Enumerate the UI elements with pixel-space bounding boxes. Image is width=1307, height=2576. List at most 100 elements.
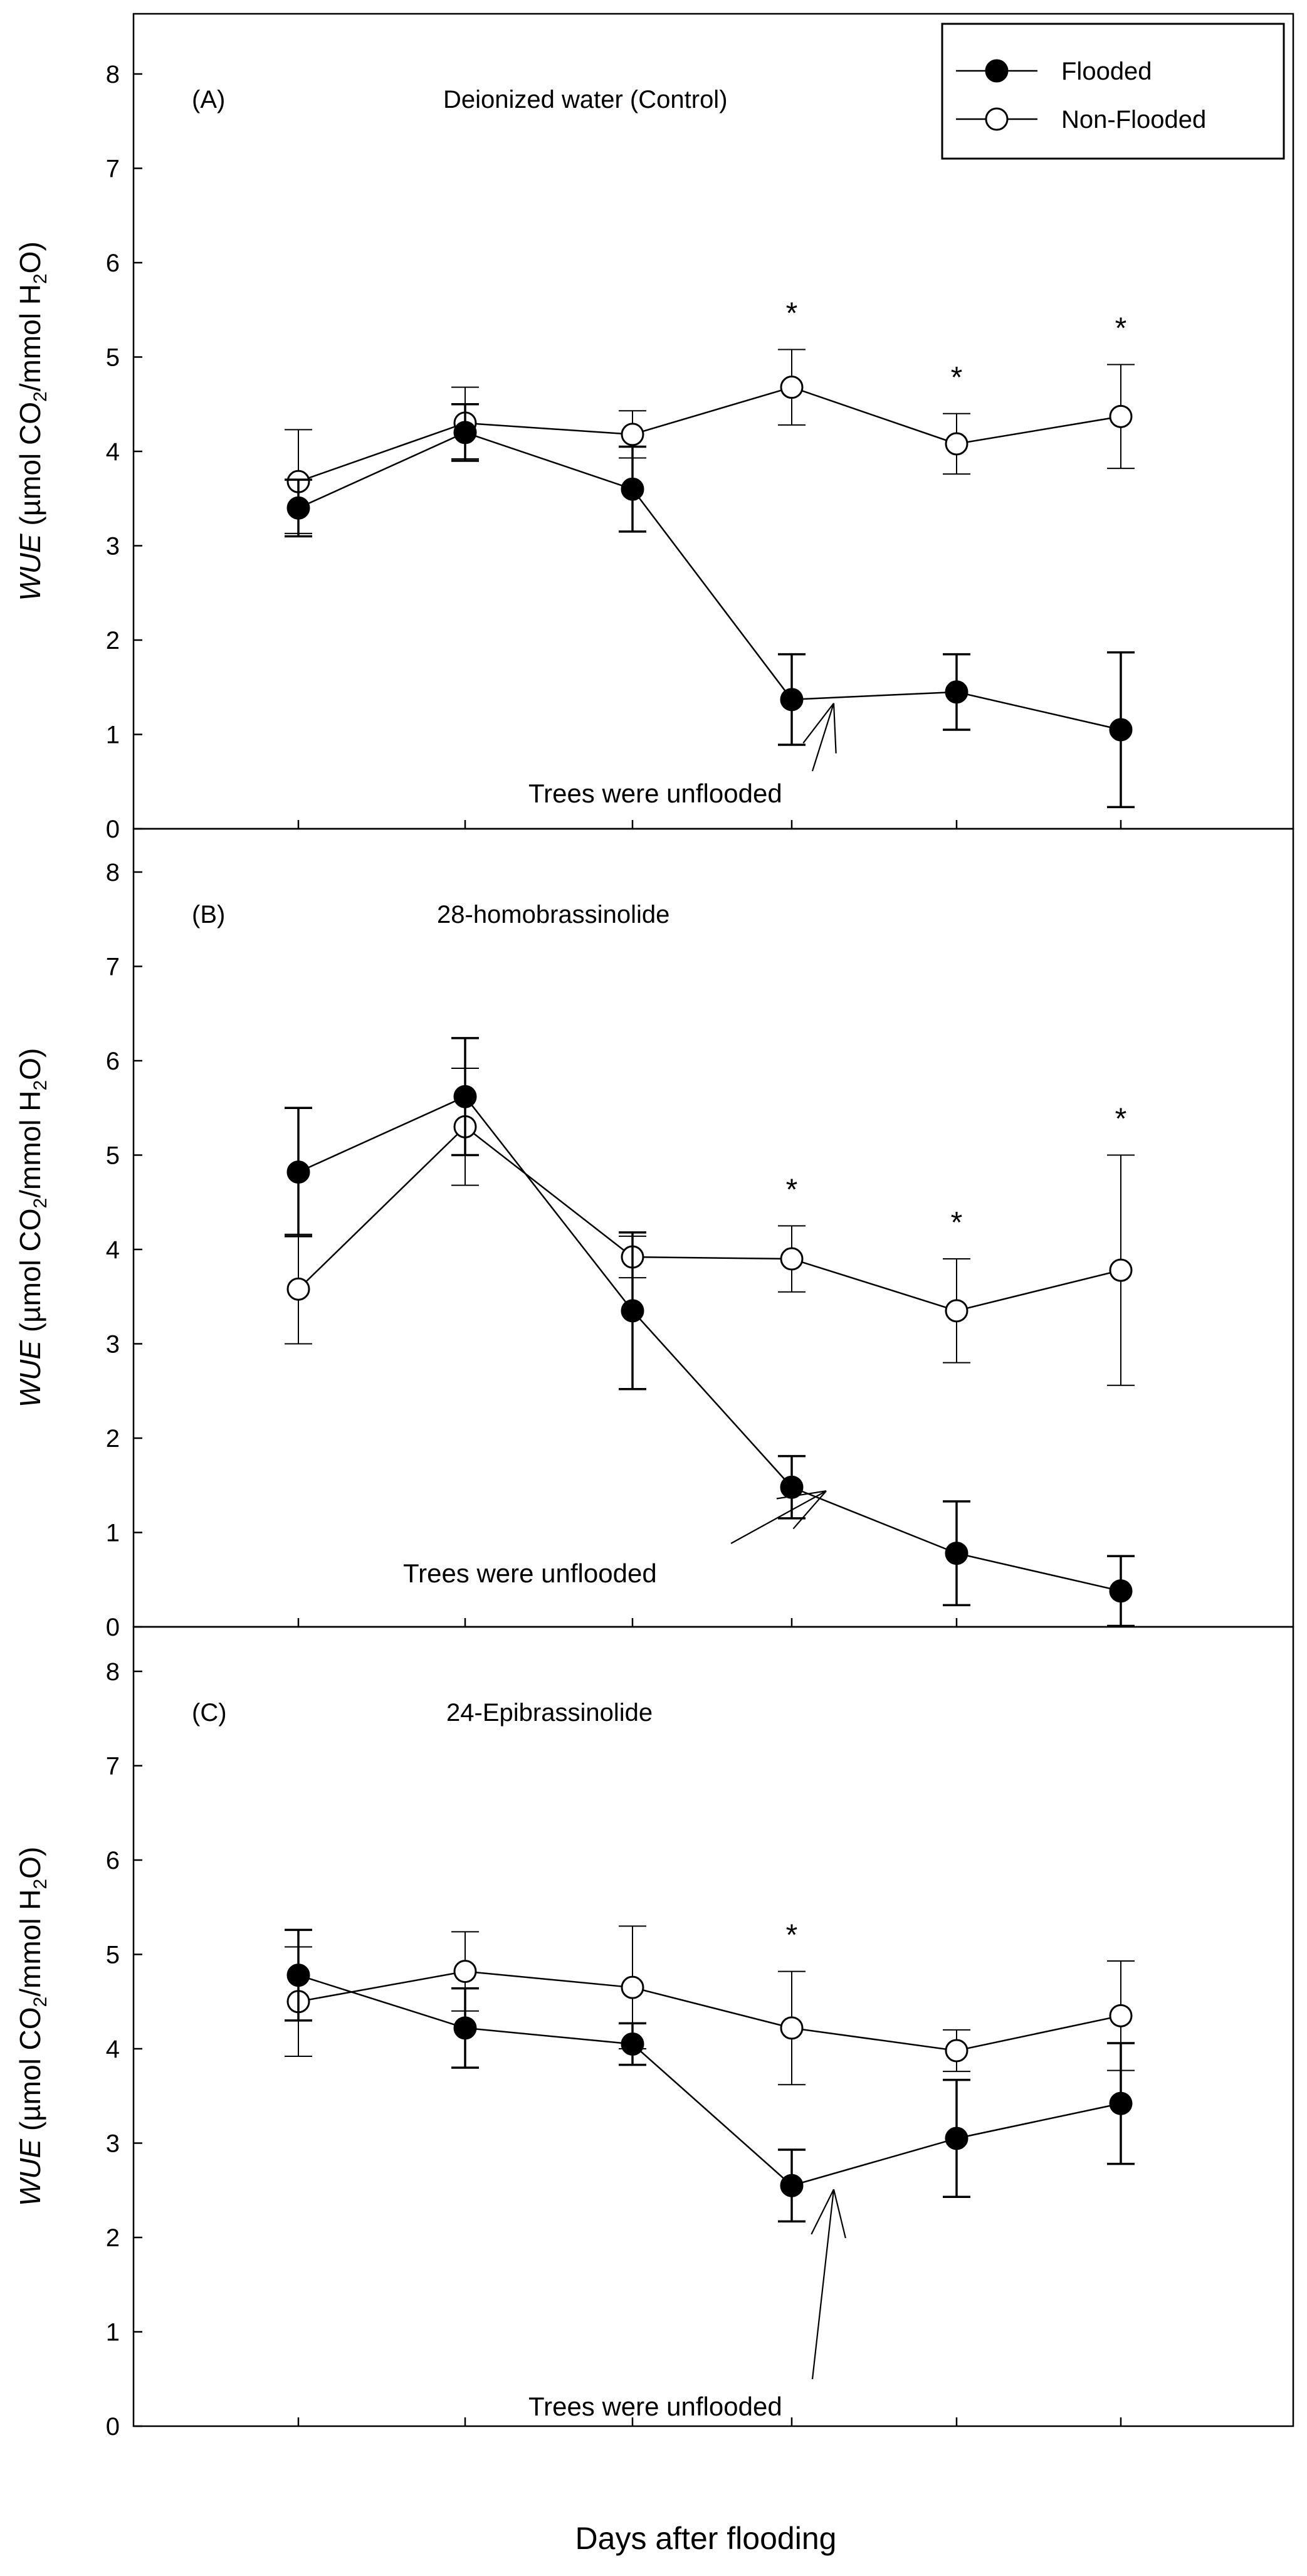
- annotation-arrowhead: [832, 703, 837, 754]
- annotation-arrowhead: [811, 2189, 834, 2235]
- point-flooded: [621, 2032, 644, 2056]
- legend: Flooded Non-Flooded: [941, 23, 1285, 160]
- annotation-arrowhead: [792, 1490, 827, 1530]
- point-non-flooded: [1109, 2004, 1133, 2027]
- y-axis-label-part: (µmol CO: [14, 402, 46, 534]
- y-tick-label: 5: [106, 1142, 120, 1170]
- panel-frame: [132, 828, 1294, 1628]
- point-flooded: [780, 2174, 804, 2197]
- point-non-flooded: [780, 376, 804, 399]
- panel-title: Deionized water (Control): [443, 86, 728, 113]
- annotation-arrow: [811, 703, 835, 772]
- annotation-arrowhead: [832, 2189, 846, 2239]
- legend-box: [941, 23, 1285, 160]
- y-axis-label-part: 2: [30, 1080, 51, 1091]
- series-line: [298, 431, 1121, 731]
- series-line: [298, 386, 1121, 483]
- y-axis-label-part: 2: [30, 1198, 51, 1209]
- y-axis-label-part: 2: [30, 273, 51, 284]
- y-tick-label: 8: [106, 1658, 120, 1686]
- y-tick-label: 5: [106, 1942, 120, 1969]
- annotation-text: Trees were unflooded: [528, 2392, 782, 2421]
- point-non-flooded: [945, 2039, 968, 2063]
- y-axis-label: WUE (µmol CO2/mmol H2O): [14, 241, 51, 601]
- legend-label: Non-Flooded: [1061, 106, 1206, 134]
- series-non-flooded: [285, 1925, 1135, 2086]
- y-tick-label: 6: [106, 250, 120, 277]
- annotation-text: Trees were unflooded: [403, 1559, 657, 1588]
- point-non-flooded: [945, 1299, 968, 1323]
- y-tick-label: 2: [106, 1425, 120, 1453]
- point-flooded: [286, 496, 310, 520]
- panel-title: 24-Epibrassinolide: [446, 1699, 653, 1727]
- point-flooded: [286, 1160, 310, 1184]
- series-flooded: [285, 1037, 1135, 1627]
- y-tick-label: 8: [106, 61, 120, 88]
- series-flooded: [285, 403, 1135, 809]
- series-non-flooded: [285, 1068, 1135, 1386]
- y-tick-label: 1: [106, 1520, 120, 1547]
- significance-marker: *: [951, 361, 963, 394]
- point-non-flooded: [286, 1277, 310, 1301]
- y-axis-label-part: WUE: [14, 533, 46, 601]
- point-flooded: [453, 2016, 477, 2040]
- y-axis-label-part: O): [14, 1847, 46, 1879]
- y-axis-label-part: (µmol CO: [14, 2007, 46, 2139]
- point-non-flooded: [621, 1975, 644, 1999]
- significance-marker: *: [1115, 1103, 1127, 1136]
- y-axis-label-part: 2: [30, 391, 51, 402]
- y-tick-label: 2: [106, 2224, 120, 2252]
- significance-marker: *: [1115, 312, 1127, 345]
- y-tick-label: 0: [106, 816, 120, 843]
- series-line: [298, 1970, 1121, 2052]
- point-flooded: [453, 421, 477, 444]
- annotation-arrow: [811, 2189, 835, 2380]
- y-tick-label: 7: [106, 1753, 120, 1780]
- significance-marker: *: [786, 297, 798, 330]
- series-flooded: [285, 1928, 1135, 2223]
- point-flooded: [780, 1475, 804, 1499]
- y-tick-label: 0: [106, 2413, 120, 2441]
- point-flooded: [1109, 2091, 1133, 2115]
- point-flooded: [1109, 718, 1133, 742]
- x-axis-title: Days after flooding: [575, 2521, 837, 2556]
- y-tick-label: 1: [106, 2319, 120, 2347]
- y-tick-label: 8: [106, 859, 120, 886]
- y-tick-label: 6: [106, 1048, 120, 1075]
- panel-label: (C): [192, 1699, 227, 1727]
- point-flooded: [621, 477, 644, 501]
- point-non-flooded: [1109, 404, 1133, 428]
- y-axis-label-part: 2: [30, 1997, 51, 2007]
- annotation-arrowhead: [776, 1490, 827, 1500]
- y-tick-label: 4: [106, 438, 120, 466]
- significance-marker: *: [786, 1919, 798, 1952]
- y-tick-label: 3: [106, 533, 120, 560]
- y-axis-label-part: /mmol H: [14, 1890, 46, 1997]
- point-non-flooded: [780, 1247, 804, 1271]
- y-axis-label: WUE (µmol CO2/mmol H2O): [14, 1048, 51, 1408]
- point-flooded: [1109, 1579, 1133, 1603]
- point-flooded: [621, 1299, 644, 1323]
- legend-marker-flooded: [985, 59, 1009, 83]
- y-tick-label: 1: [106, 722, 120, 749]
- y-axis-label: WUE (µmol CO2/mmol H2O): [14, 1847, 51, 2207]
- point-non-flooded: [1109, 1258, 1133, 1282]
- point-flooded: [286, 1964, 310, 1987]
- panel-label: (A): [192, 86, 225, 113]
- significance-marker: *: [786, 1173, 798, 1206]
- panel-title: 28-homobrassinolide: [437, 901, 669, 928]
- y-tick-label: 4: [106, 1236, 120, 1264]
- point-flooded: [945, 680, 968, 704]
- point-flooded: [945, 1542, 968, 1565]
- y-tick-label: 7: [106, 155, 120, 183]
- point-non-flooded: [780, 2016, 804, 2040]
- panel-label: (B): [192, 901, 225, 928]
- y-axis-label-part: /mmol H: [14, 1091, 46, 1198]
- annotation-arrowhead: [802, 703, 834, 744]
- point-non-flooded: [621, 423, 644, 446]
